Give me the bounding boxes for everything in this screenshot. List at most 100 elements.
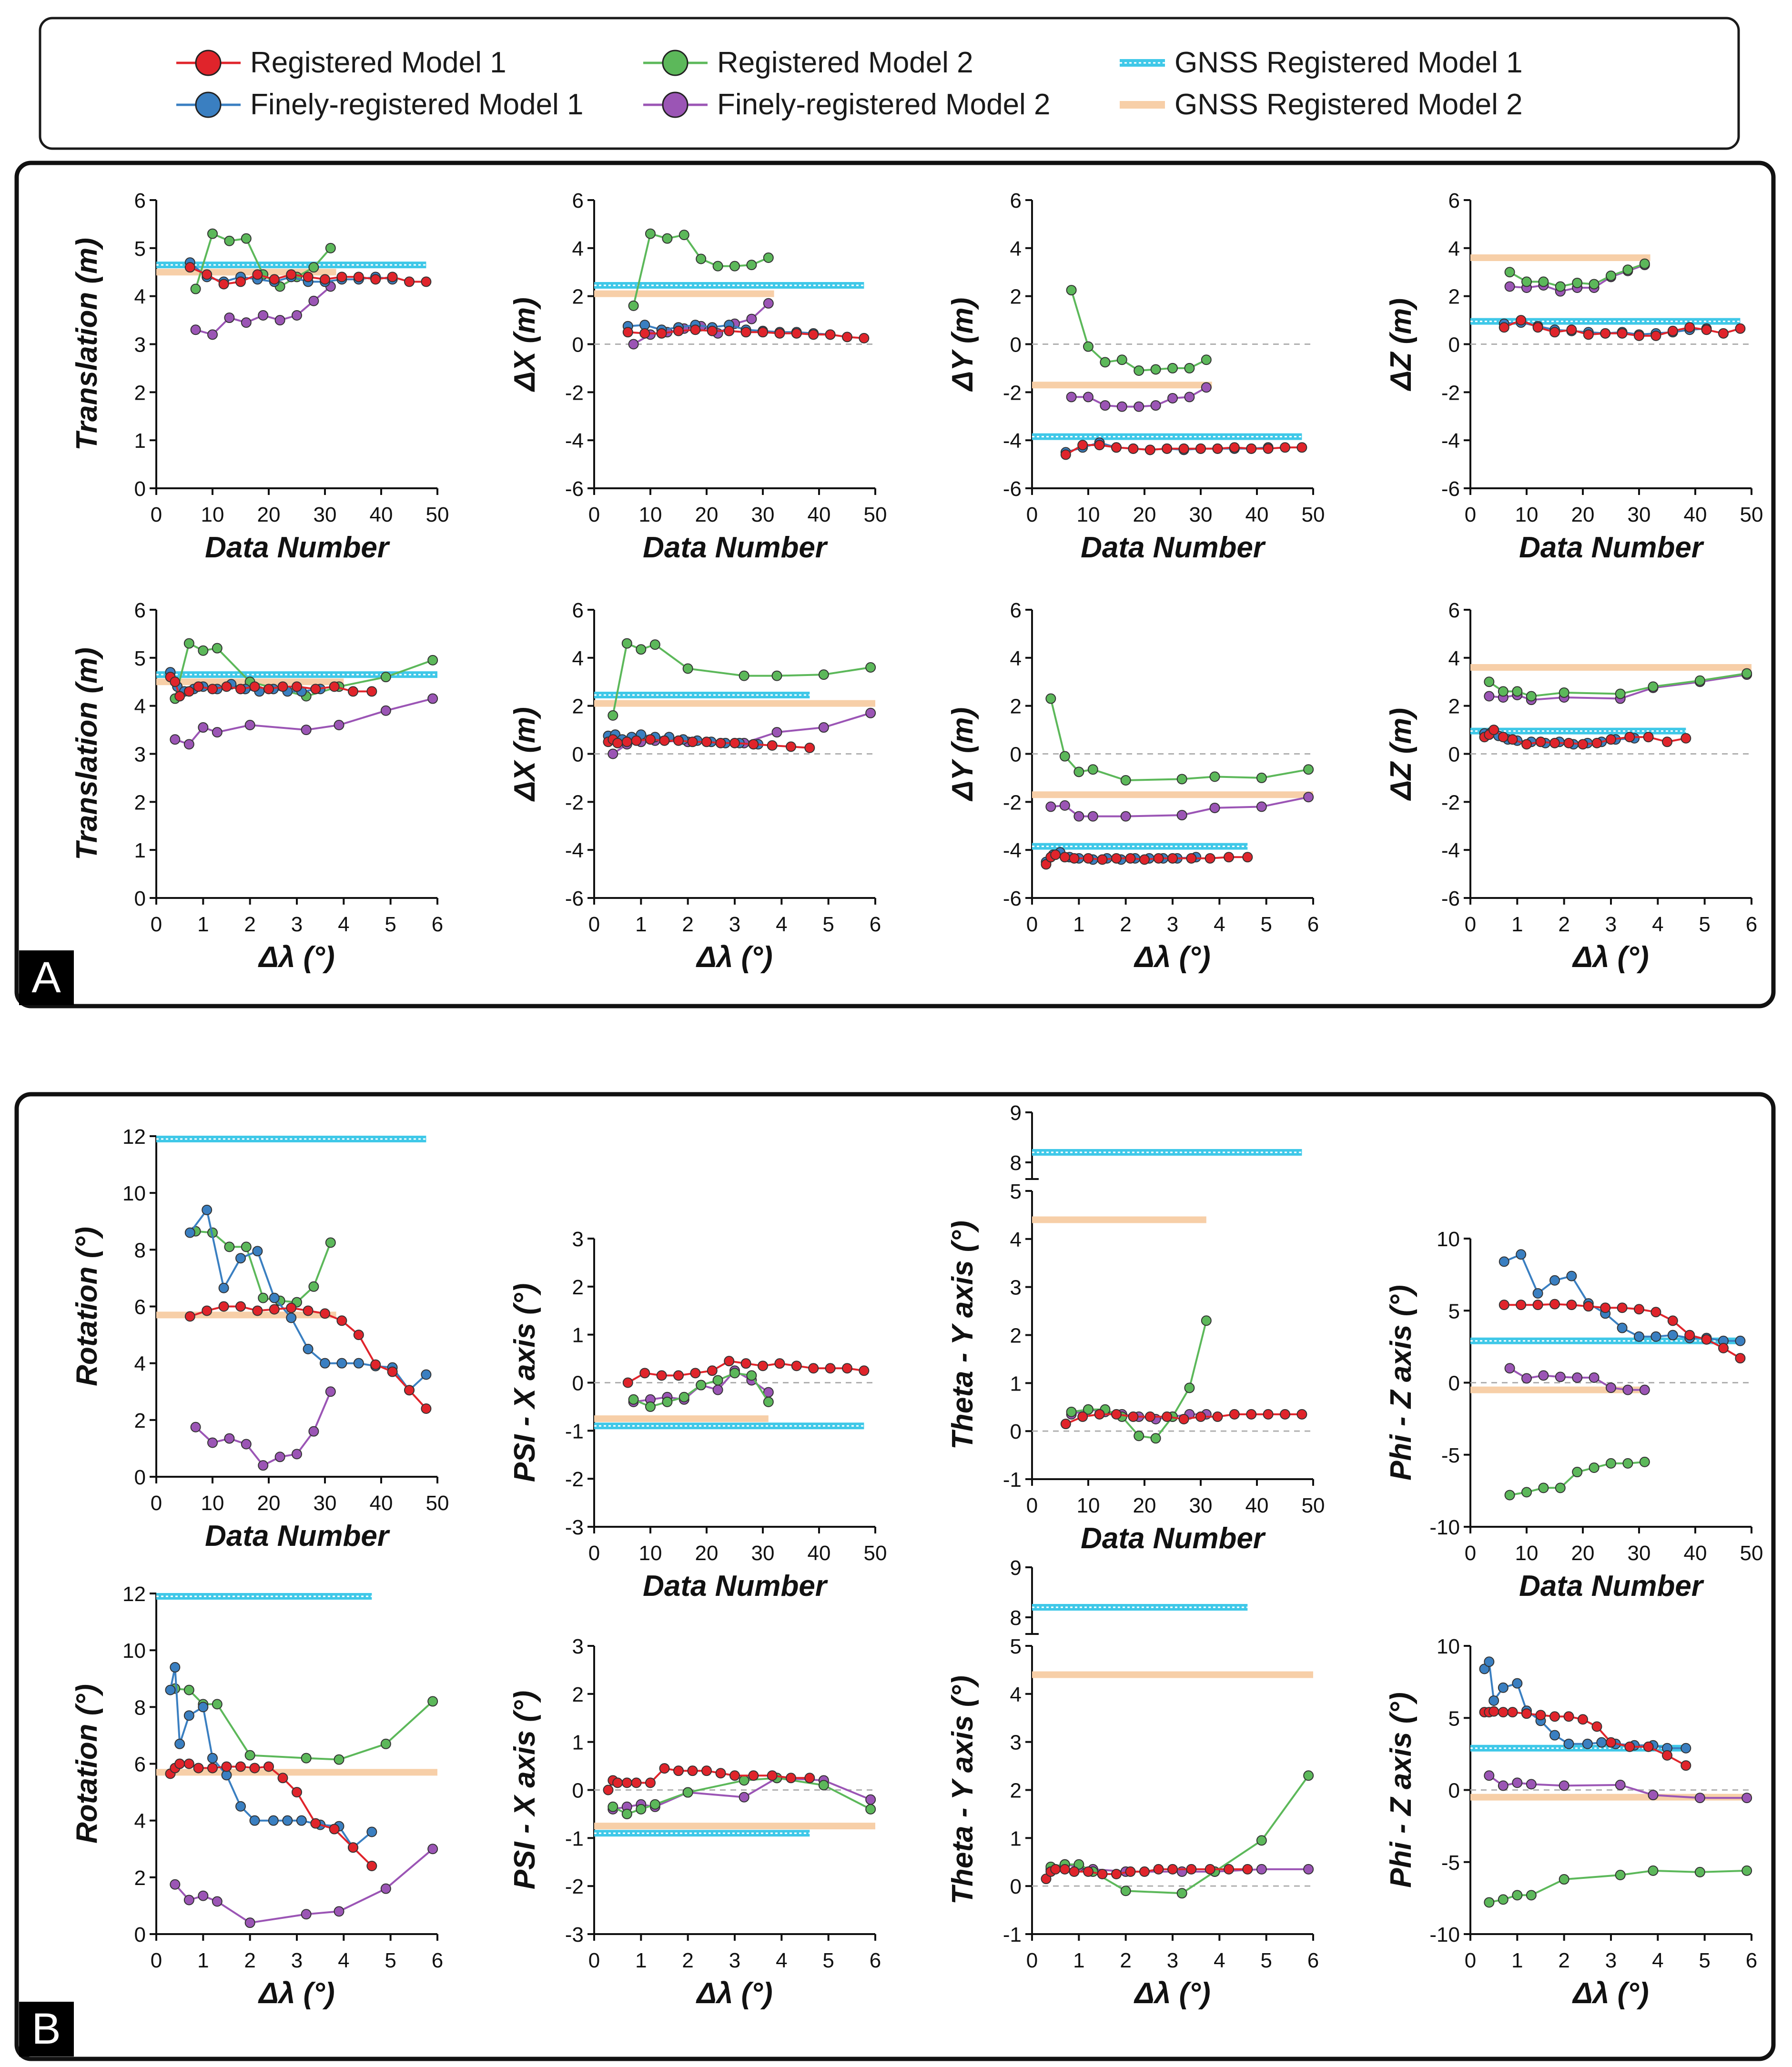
data-point [325,1386,336,1397]
data-point [207,1437,218,1448]
x-tick-label: 5 [822,913,834,936]
data-point [673,735,684,746]
y-tick-label: 0 [1010,1875,1022,1898]
data-point [729,737,740,748]
y-axis-label: Rotation (°) [71,1227,103,1386]
data-point [1134,401,1144,412]
y-tick-label: -6 [565,887,584,910]
data-point [1532,1300,1543,1311]
data-point [1622,1384,1633,1395]
x-tick-label: 1 [197,1949,209,1972]
data-point [1111,442,1122,453]
data-point [1622,264,1633,275]
x-axis-label: Δλ (°) [258,1977,334,2010]
y-tick-label: 0 [134,1466,146,1489]
data-point [1606,1737,1616,1748]
y-tick-label: 9 [1010,1556,1022,1580]
y-tick-label: 4 [572,237,584,261]
data-point [258,310,269,321]
data-point [170,1879,181,1890]
y-tick-label: 10 [122,1182,146,1205]
x-tick-label: 10 [201,503,224,526]
data-point [1111,853,1122,864]
data-point [656,328,667,339]
data-point [1083,1866,1093,1877]
series-reg1 [165,672,377,702]
data-point [628,300,639,311]
data-point [842,332,852,343]
data-point [1596,1737,1607,1748]
data-point [1634,330,1644,341]
data-point [1701,1334,1712,1345]
y-tick-label: 2 [572,1683,584,1706]
data-point [198,645,209,656]
data-point [1549,327,1560,338]
data-point [1624,732,1635,743]
data-point [1694,1866,1705,1877]
chart-12: -10 -5 0 5 10 0 10 20 30 40 50 Data Number Phi - Z a… [1385,1228,1763,1603]
x-tick-label: 30 [314,1492,337,1515]
series-reg2 [628,1368,774,1412]
y-axis-label: Phi - Z axis (°) [1385,1692,1417,1888]
data-point [771,670,782,681]
data-point [1059,751,1070,762]
data-point [1549,1299,1560,1310]
x-tick-label: 0 [588,503,600,526]
y-tick-label: 0 [1448,743,1460,766]
series-fine1 [1498,1249,1746,1346]
y-axis-label: ΔX (m) [508,297,541,392]
data-point [1125,853,1136,864]
data-point [1572,1467,1583,1478]
data-point [1069,853,1080,864]
data-point [249,1763,260,1774]
data-point [184,1311,195,1322]
data-point [301,1753,312,1764]
y-tick-label: 6 [1010,599,1022,622]
data-point [224,313,235,323]
data-point [682,663,693,674]
y-tick-label: -2 [1441,381,1460,404]
y-tick-label: 4 [1448,237,1460,261]
data-point [690,324,701,335]
data-point [1201,1315,1212,1326]
series-line [170,676,372,698]
data-point [715,1768,726,1779]
y-tick-label: 12 [122,1125,146,1149]
data-point [1516,1300,1527,1311]
data-point [1572,1372,1583,1383]
x-tick-label: 10 [1515,1542,1539,1565]
data-point [277,1773,288,1784]
data-point [1246,1409,1257,1420]
data-point [1526,1779,1537,1790]
data-point [207,684,218,695]
data-point [1484,691,1495,702]
y-tick-label: 2 [572,1276,584,1299]
data-point [218,279,229,290]
legend-swatch-marker [195,50,222,76]
x-tick-label: 0 [151,1492,162,1515]
legend-item-fine1: Finely-registered Model 1 [176,88,584,121]
series-reg1 [603,734,815,753]
x-tick-label: 2 [1558,913,1569,936]
data-point [1735,1353,1746,1364]
y-tick-label: -5 [1441,1851,1460,1875]
data-point [636,1804,647,1815]
data-point [1648,1790,1659,1801]
y-tick-label: 0 [1448,333,1460,357]
data-point [183,1758,194,1769]
y-tick-label: 2 [1010,695,1022,718]
series-line [169,1763,373,1867]
data-point [301,725,312,736]
data-point [1077,440,1088,451]
data-point [1566,1300,1577,1311]
data-point [1535,736,1546,747]
y-tick-label: 10 [122,1639,146,1663]
x-tick-label: 2 [244,913,255,936]
y-tick-label: 12 [122,1583,146,1606]
x-tick-label: 3 [1167,1949,1178,1972]
data-point [218,1301,229,1312]
data-point [1617,328,1628,339]
data-point [771,727,782,738]
y-tick-label: 6 [134,189,146,212]
